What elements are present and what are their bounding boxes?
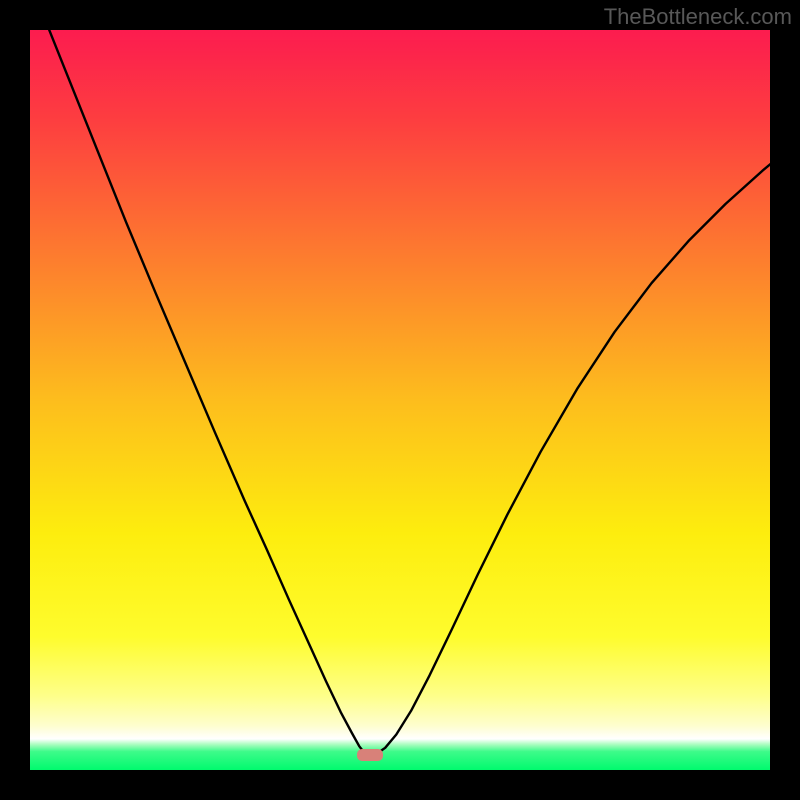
plot-area — [30, 30, 770, 770]
minimum-marker — [357, 749, 383, 761]
plot-svg — [30, 30, 770, 770]
chart-outer: TheBottleneck.com — [0, 0, 800, 800]
watermark-text: TheBottleneck.com — [604, 4, 792, 30]
plot-background — [30, 30, 770, 770]
